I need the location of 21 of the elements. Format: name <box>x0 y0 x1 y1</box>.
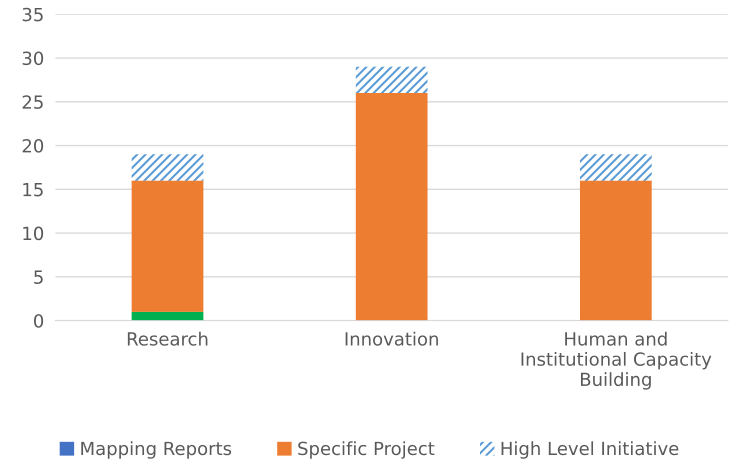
legend-label: Specific Project <box>298 441 434 459</box>
y-tick-label: 10 <box>23 226 44 240</box>
x-tick-label: Human and Institutional Capacity Building <box>522 332 712 390</box>
x-tick-label: Research <box>128 332 208 346</box>
bar <box>356 66 428 94</box>
y-tick-label: 15 <box>23 183 43 196</box>
x-tick-label: Innovation <box>346 332 438 346</box>
y-tick-label: 30 <box>22 51 44 66</box>
bar <box>132 154 204 181</box>
legend-label: Mapping Reports <box>81 441 232 459</box>
y-tick-label: 5 <box>34 270 43 284</box>
bar <box>580 180 652 321</box>
y-tick-label: 0 <box>34 314 44 328</box>
bar <box>132 180 204 312</box>
bar <box>580 154 652 181</box>
bar <box>132 312 204 321</box>
y-tick-label: 25 <box>22 95 43 109</box>
bar <box>356 93 428 321</box>
y-tick-label: 20 <box>22 139 44 153</box>
legend-label: High Level Initiative <box>502 441 678 459</box>
y-tick-label: 35 <box>22 8 43 22</box>
